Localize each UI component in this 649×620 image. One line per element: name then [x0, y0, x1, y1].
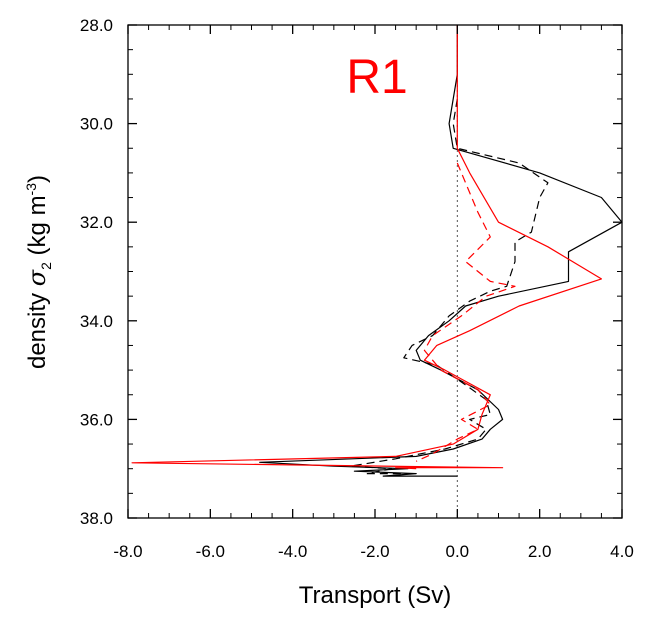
y-axis-title-unit: (kg m	[24, 195, 51, 255]
series-line-3	[131, 25, 603, 470]
x-tick-label: -6.0	[196, 542, 225, 561]
y-tick-label: 30.0	[80, 115, 113, 134]
x-tick-label: -8.0	[113, 542, 142, 561]
y-axis-title-symbol: σ	[23, 269, 51, 286]
tick-label-layer: -8.0 -6.0 -4.0 -2.0 0.0 2.0 4.0 28.0 30.0 32.0 34.…	[80, 16, 634, 561]
x-tick-label: 0.0	[446, 542, 470, 561]
y-axis-title-subscript: 2	[38, 262, 54, 270]
y-tick-label: 36.0	[80, 410, 113, 429]
y-tick-label: 34.0	[80, 312, 113, 331]
x-tick-label: 2.0	[528, 542, 552, 561]
y-axis-title-space-2	[24, 255, 51, 262]
x-tick-label: 4.0	[610, 542, 634, 561]
series-line-4	[415, 162, 516, 462]
y-tick-label: 32.0	[80, 213, 113, 232]
y-tick-label: 28.0	[80, 16, 113, 35]
y-axis-title-space-1	[24, 286, 51, 293]
y-axis-title-unit-end: )	[24, 175, 51, 183]
y-axis-title-unit-exponent: -3	[23, 183, 39, 196]
series-line-2	[349, 98, 549, 475]
y-tick-label: 38.0	[80, 509, 113, 528]
y-axis-title-prefix: density	[24, 293, 51, 369]
series-layer	[131, 25, 623, 477]
x-tick-label: -2.0	[360, 542, 389, 561]
x-axis-title: Transport (Sv)	[299, 582, 451, 609]
tick-layer	[127, 24, 623, 519]
x-tick-label: -4.0	[278, 542, 307, 561]
y-axis-title: density σ2 (kg m-3)	[23, 175, 54, 369]
panel-label: R1	[346, 51, 407, 104]
series-line-1	[259, 25, 623, 477]
